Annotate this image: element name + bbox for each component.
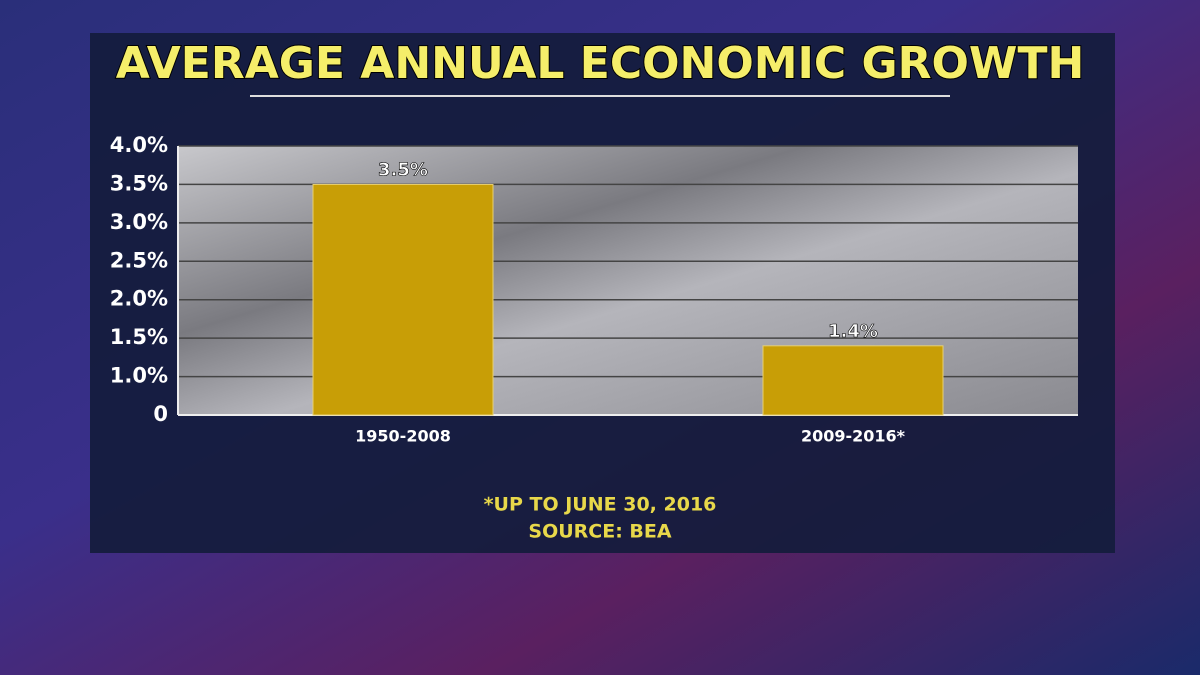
value-label: 1.4%: [828, 321, 878, 342]
y-tick-label: 1.5%: [110, 325, 168, 349]
chart-title: AVERAGE ANNUAL ECONOMIC GROWTH: [116, 38, 1085, 89]
x-tick-label: 1950-2008: [355, 427, 451, 446]
y-tick-label: 0: [153, 402, 168, 426]
y-tick-label: 2.5%: [110, 248, 168, 272]
y-tick-label: 3.0%: [110, 210, 168, 234]
source: SOURCE: BEA: [528, 521, 671, 543]
y-tick-label: 4.0%: [110, 133, 168, 157]
y-tick-label: 3.5%: [110, 171, 168, 195]
y-tick-label: 2.0%: [110, 287, 168, 311]
bar: [762, 345, 944, 416]
footnote: *UP TO JUNE 30, 2016: [484, 494, 717, 516]
value-label: 3.5%: [378, 159, 428, 180]
y-tick-label: 1.0%: [110, 364, 168, 388]
x-tick-label: 2009-2016*: [801, 427, 906, 446]
bar: [312, 183, 494, 416]
